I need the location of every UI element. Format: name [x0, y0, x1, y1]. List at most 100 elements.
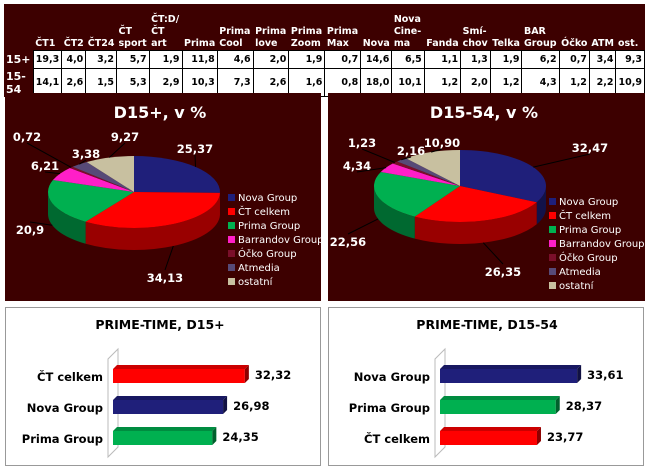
- data-label: 23,77: [547, 430, 583, 444]
- pie-slice: [373, 171, 460, 217]
- pie-slice: [134, 156, 220, 193]
- leader-line: [401, 156, 412, 161]
- data-label: 1,23: [348, 136, 376, 150]
- table-cell: 2,6: [61, 68, 87, 97]
- pie-slice-side: [374, 186, 415, 239]
- column-header: ČT:D/ ČT art: [149, 4, 183, 51]
- column-header: ost.: [615, 4, 645, 51]
- table-cell: 6,5: [391, 50, 425, 69]
- leader-line: [361, 148, 396, 163]
- category-label: Nova Group: [354, 370, 430, 384]
- table-cell: 4,6: [216, 50, 254, 69]
- pie-slice-side: [48, 192, 86, 244]
- table-cell: 10,9: [615, 68, 645, 97]
- bar-side: [555, 396, 560, 414]
- legend-swatch: [549, 226, 556, 233]
- table-cell: 1,5: [85, 68, 117, 97]
- ratings-table: ČT1 ČT2 ČT24 ČT sport ČT:D/ ČT art Prima Prima…: [4, 4, 645, 97]
- axis-wall: [107, 347, 119, 459]
- bar-side: [577, 365, 582, 383]
- leader-line: [347, 218, 379, 235]
- table-cell: 0,7: [324, 50, 362, 69]
- legend-swatch: [228, 250, 235, 257]
- legend-entry: ČT celkem: [559, 209, 611, 222]
- data-label: 20,9: [16, 223, 44, 237]
- legend-entry: Prima Group: [238, 221, 300, 232]
- leader-line: [356, 167, 387, 173]
- pie-slice: [86, 156, 134, 192]
- bar-side: [212, 427, 217, 445]
- bar-top: [113, 365, 249, 369]
- bar: [440, 400, 556, 414]
- data-label: 34,13: [147, 271, 183, 285]
- table-cell: 6,2: [521, 50, 560, 69]
- column-header: BAR Group: [521, 4, 560, 51]
- leader-line: [482, 242, 504, 265]
- table-cell: 1,2: [489, 68, 523, 97]
- table-cell: 2,6: [252, 68, 290, 97]
- column-header: Prima Cool: [217, 4, 254, 51]
- column-header: Prima love: [253, 4, 289, 51]
- pie-slice: [392, 161, 460, 186]
- legend-swatch: [549, 198, 556, 205]
- table-cell: 3,2: [85, 50, 117, 69]
- data-label: 26,98: [233, 399, 269, 413]
- data-label: 6,21: [31, 159, 59, 173]
- column-header: Nova: [360, 4, 392, 51]
- data-label: 4,34: [343, 159, 371, 173]
- column-header: Fanda: [424, 4, 461, 51]
- data-label: 10,90: [424, 136, 460, 150]
- data-label: 25,37: [177, 142, 213, 156]
- legend-entry: Óčko Group: [559, 251, 618, 264]
- bar: [440, 369, 578, 383]
- bar-top: [113, 427, 217, 431]
- column-header: ČT sport: [116, 4, 150, 51]
- category-label: Prima Group: [349, 401, 430, 415]
- pie-slice: [460, 150, 547, 203]
- leader-line: [29, 221, 53, 226]
- data-label: 24,35: [222, 430, 258, 444]
- pie-slice-side: [85, 192, 220, 250]
- table-header-row: ČT1 ČT2 ČT24 ČT sport ČT:D/ ČT art Prima Prima…: [4, 4, 645, 51]
- column-header: Telka: [490, 4, 522, 51]
- table-cell: 2,0: [460, 68, 491, 97]
- pie-slice-side: [414, 202, 537, 244]
- table-cell: 0,8: [324, 68, 362, 97]
- bar: [113, 369, 245, 383]
- data-label: 9,27: [111, 130, 139, 144]
- column-header: ČT2: [61, 4, 86, 51]
- column-header: Prima Zoom: [288, 4, 325, 51]
- bar-side: [223, 396, 228, 414]
- legend-entry: Óčko Group: [238, 247, 297, 260]
- bar-top: [440, 365, 582, 369]
- column-header: Smí-chov: [460, 4, 491, 51]
- leader-line: [164, 245, 174, 271]
- bar-title: PRIME-TIME, D15-54: [416, 317, 558, 332]
- table-cell: 18,0: [360, 68, 393, 97]
- pie-slice-side: [536, 186, 546, 225]
- data-label: 26,35: [485, 265, 521, 279]
- bar-side: [536, 427, 541, 445]
- column-header: ČT1: [33, 4, 62, 51]
- table-cell: 14,1: [32, 68, 63, 97]
- pie-slice: [72, 161, 134, 192]
- pie-slice: [47, 179, 134, 222]
- legend-entry: Barrandov Group: [238, 235, 324, 246]
- legend-entry: Atmedia: [238, 263, 280, 274]
- leader-line: [79, 159, 87, 165]
- column-header: ČT24: [85, 4, 117, 51]
- data-label: 33,61: [587, 368, 623, 382]
- axis-wall: [434, 347, 446, 459]
- legend-entry: Barrandov Group: [559, 239, 645, 250]
- leader-line: [108, 142, 126, 158]
- table-cell: 4,0: [61, 50, 87, 69]
- table-cell: 1,6: [288, 68, 326, 97]
- table-cell: 1,2: [423, 68, 462, 97]
- row-label: 15-54: [4, 68, 34, 97]
- legend-swatch: [228, 194, 235, 201]
- legend-entry: Prima Group: [559, 225, 621, 236]
- table-cell: 19,3: [32, 50, 63, 69]
- bar: [440, 431, 537, 445]
- row-label: 15+: [4, 50, 34, 69]
